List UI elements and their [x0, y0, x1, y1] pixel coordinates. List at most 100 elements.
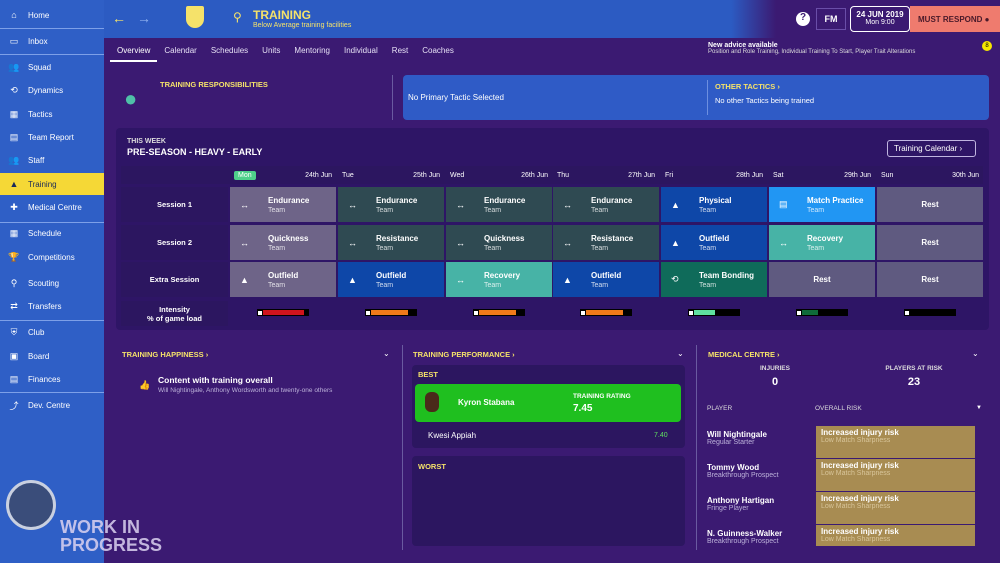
- training-session-cell[interactable]: ▤ Match Practice Team: [769, 187, 875, 222]
- tab-mentoring[interactable]: Mentoring: [294, 46, 330, 55]
- player-name[interactable]: Anthony Hartigan: [707, 496, 775, 505]
- back-arrow-icon[interactable]: ←: [112, 10, 126, 26]
- sidebar-item-board[interactable]: ▣ Board: [0, 345, 104, 367]
- medical-collapse-icon[interactable]: ⌄: [972, 349, 979, 358]
- training-session-cell[interactable]: ↔ Endurance Team: [230, 187, 336, 222]
- tab-rest[interactable]: Rest: [391, 46, 409, 55]
- primary-tactic-text: No Primary Tactic Selected: [408, 93, 504, 102]
- best-player-name[interactable]: Kyron Stabana: [458, 398, 515, 407]
- training-session-cell[interactable]: ↔ Endurance Team: [338, 187, 444, 222]
- happiness-collapse-icon[interactable]: ⌄: [383, 349, 390, 358]
- training-session-cell[interactable]: ↔ Quickness Team: [446, 225, 552, 260]
- sidebar-item-training[interactable]: ▲ Training: [0, 173, 104, 195]
- sidebar-item-staff[interactable]: 👥 Staff: [0, 149, 104, 171]
- club-icon: ⛨: [10, 326, 18, 337]
- tab-calendar[interactable]: Calendar: [164, 46, 197, 55]
- training-calendar-button[interactable]: Training Calendar ›: [887, 140, 976, 157]
- advice-title: New advice available: [708, 42, 778, 49]
- medical-player-row[interactable]: Will Nightingale Regular Starter: [707, 426, 815, 458]
- sidebar-item-label: Scouting: [28, 278, 60, 288]
- sidebar-item-label: Schedule: [28, 228, 62, 238]
- medical-player-row[interactable]: Tommy Wood Breakthrough Prospect: [707, 459, 815, 491]
- sidebar-item-scouting[interactable]: ⚲ Scouting: [0, 272, 104, 294]
- sidebar-item-tactics[interactable]: ▦ Tactics: [0, 103, 104, 125]
- training-session-cell[interactable]: ▲ Physical Team: [661, 187, 767, 222]
- player-name[interactable]: Tommy Wood: [707, 463, 760, 472]
- sidebar-item-transfers[interactable]: ⇄ Transfers: [0, 295, 104, 317]
- responsibilities-icon: ●: [124, 86, 138, 111]
- session-title: Recovery: [484, 270, 521, 280]
- responsibilities-title[interactable]: TRAINING RESPONSIBILITIES: [160, 80, 268, 89]
- training-session-cell[interactable]: ⟲ Team Bonding Team: [661, 262, 767, 297]
- tab-overview[interactable]: Overview: [110, 40, 158, 62]
- player-name[interactable]: Will Nightingale: [707, 430, 767, 439]
- training-session-cell[interactable]: ↔ Recovery Team: [769, 225, 875, 260]
- tab-units[interactable]: Units: [262, 46, 281, 55]
- sidebar-item-team-report[interactable]: ▤ Team Report: [0, 126, 104, 148]
- sidebar-item-home[interactable]: ⌂ Home: [0, 4, 104, 26]
- player-column-header[interactable]: PLAYER: [707, 405, 733, 412]
- sidebar-item-dev-centre[interactable]: ⤴ Dev. Centre: [0, 394, 104, 416]
- risk-column-header[interactable]: OVERALL RISK: [815, 405, 862, 412]
- medical-player-row[interactable]: N. Guinness-Walker Breakthrough Prospect: [707, 525, 815, 557]
- intensity-bar: [365, 309, 417, 316]
- club-crest-icon[interactable]: [186, 6, 204, 28]
- player-name[interactable]: N. Guinness-Walker: [707, 529, 783, 538]
- second-player-name[interactable]: Kwesi Appiah: [428, 431, 477, 440]
- sidebar-item-finances[interactable]: ▤ Finances: [0, 368, 104, 390]
- injuries-count: 0: [771, 376, 779, 388]
- sidebar-item-squad[interactable]: 👥 Squad: [0, 56, 104, 78]
- date-box[interactable]: 24 JUN 2019 Mon 9:00: [850, 6, 910, 32]
- dumbbell-icon: ↔: [563, 199, 572, 210]
- medical-centre-link[interactable]: MEDICAL CENTRE ›: [708, 350, 780, 359]
- sidebar-item-schedule[interactable]: ▦ Schedule: [0, 222, 104, 244]
- day-header-row: [121, 166, 983, 184]
- training-session-cell[interactable]: Rest: [769, 262, 875, 297]
- other-tactics-link[interactable]: OTHER TACTICS ›: [715, 82, 780, 91]
- happiness-status: Content with training overall: [158, 375, 273, 385]
- day-date: 25th Jun: [413, 172, 440, 179]
- training-session-cell[interactable]: ↔ Endurance Team: [553, 187, 659, 222]
- must-respond-button[interactable]: MUST RESPOND ●: [910, 6, 1000, 32]
- forward-arrow-icon[interactable]: →: [137, 10, 151, 26]
- sidebar-item-dynamics[interactable]: ⟲ Dynamics: [0, 79, 104, 101]
- training-session-cell[interactable]: ▲ Outfield Team: [338, 262, 444, 297]
- training-session-cell[interactable]: ▲ Outfield Team: [661, 225, 767, 260]
- fm-button[interactable]: FM: [816, 8, 846, 30]
- sort-icon[interactable]: ▼: [976, 405, 982, 411]
- training-performance-link[interactable]: TRAINING PERFORMANCE ›: [413, 350, 515, 359]
- performance-collapse-icon[interactable]: ⌄: [677, 349, 684, 358]
- training-session-cell[interactable]: ▲ Outfield Team: [553, 262, 659, 297]
- training-session-cell[interactable]: ↔ Resistance Team: [338, 225, 444, 260]
- search-icon[interactable]: ⚲: [233, 10, 242, 24]
- day-header: Wed 26th Jun: [446, 168, 552, 183]
- advice-banner[interactable]: New advice available Position and Role T…: [708, 42, 915, 55]
- day-date: 28th Jun: [736, 172, 763, 179]
- help-icon[interactable]: ?: [796, 12, 810, 26]
- training-session-cell[interactable]: ↔ Recovery Team: [446, 262, 552, 297]
- tab-coaches[interactable]: Coaches: [422, 46, 454, 55]
- tab-schedules[interactable]: Schedules: [210, 46, 249, 55]
- session-title: Quickness: [268, 233, 309, 243]
- training-session-cell[interactable]: Rest: [877, 262, 983, 297]
- training-session-cell[interactable]: Rest: [877, 187, 983, 222]
- sidebar-item-club[interactable]: ⛨ Club: [0, 321, 104, 343]
- training-happiness-link[interactable]: TRAINING HAPPINESS ›: [122, 350, 209, 359]
- board-icon: ▤: [779, 199, 788, 209]
- sidebar-item-label: Club: [28, 327, 45, 337]
- home-icon: ⌂: [11, 10, 17, 20]
- tab-individual[interactable]: Individual: [343, 46, 378, 55]
- session-title: Outfield: [699, 233, 730, 243]
- medical-player-row[interactable]: Anthony Hartigan Fringe Player: [707, 492, 815, 524]
- sidebar-item-competitions[interactable]: 🏆 Competitions: [0, 246, 104, 268]
- training-session-cell[interactable]: ↔ Quickness Team: [230, 225, 336, 260]
- advice-count-badge[interactable]: 8: [982, 41, 992, 51]
- best-player-card[interactable]: [415, 384, 681, 422]
- training-session-cell[interactable]: ↔ Resistance Team: [553, 225, 659, 260]
- training-session-cell[interactable]: ↔ Endurance Team: [446, 187, 552, 222]
- training-session-cell[interactable]: ▲ Outfield Team: [230, 262, 336, 297]
- sidebar-item-inbox[interactable]: ▭ Inbox: [0, 30, 104, 52]
- training-session-cell[interactable]: Rest: [877, 225, 983, 260]
- day-date: 29th Jun: [844, 172, 871, 179]
- sidebar-item-medical-centre[interactable]: ✚ Medical Centre: [0, 196, 104, 218]
